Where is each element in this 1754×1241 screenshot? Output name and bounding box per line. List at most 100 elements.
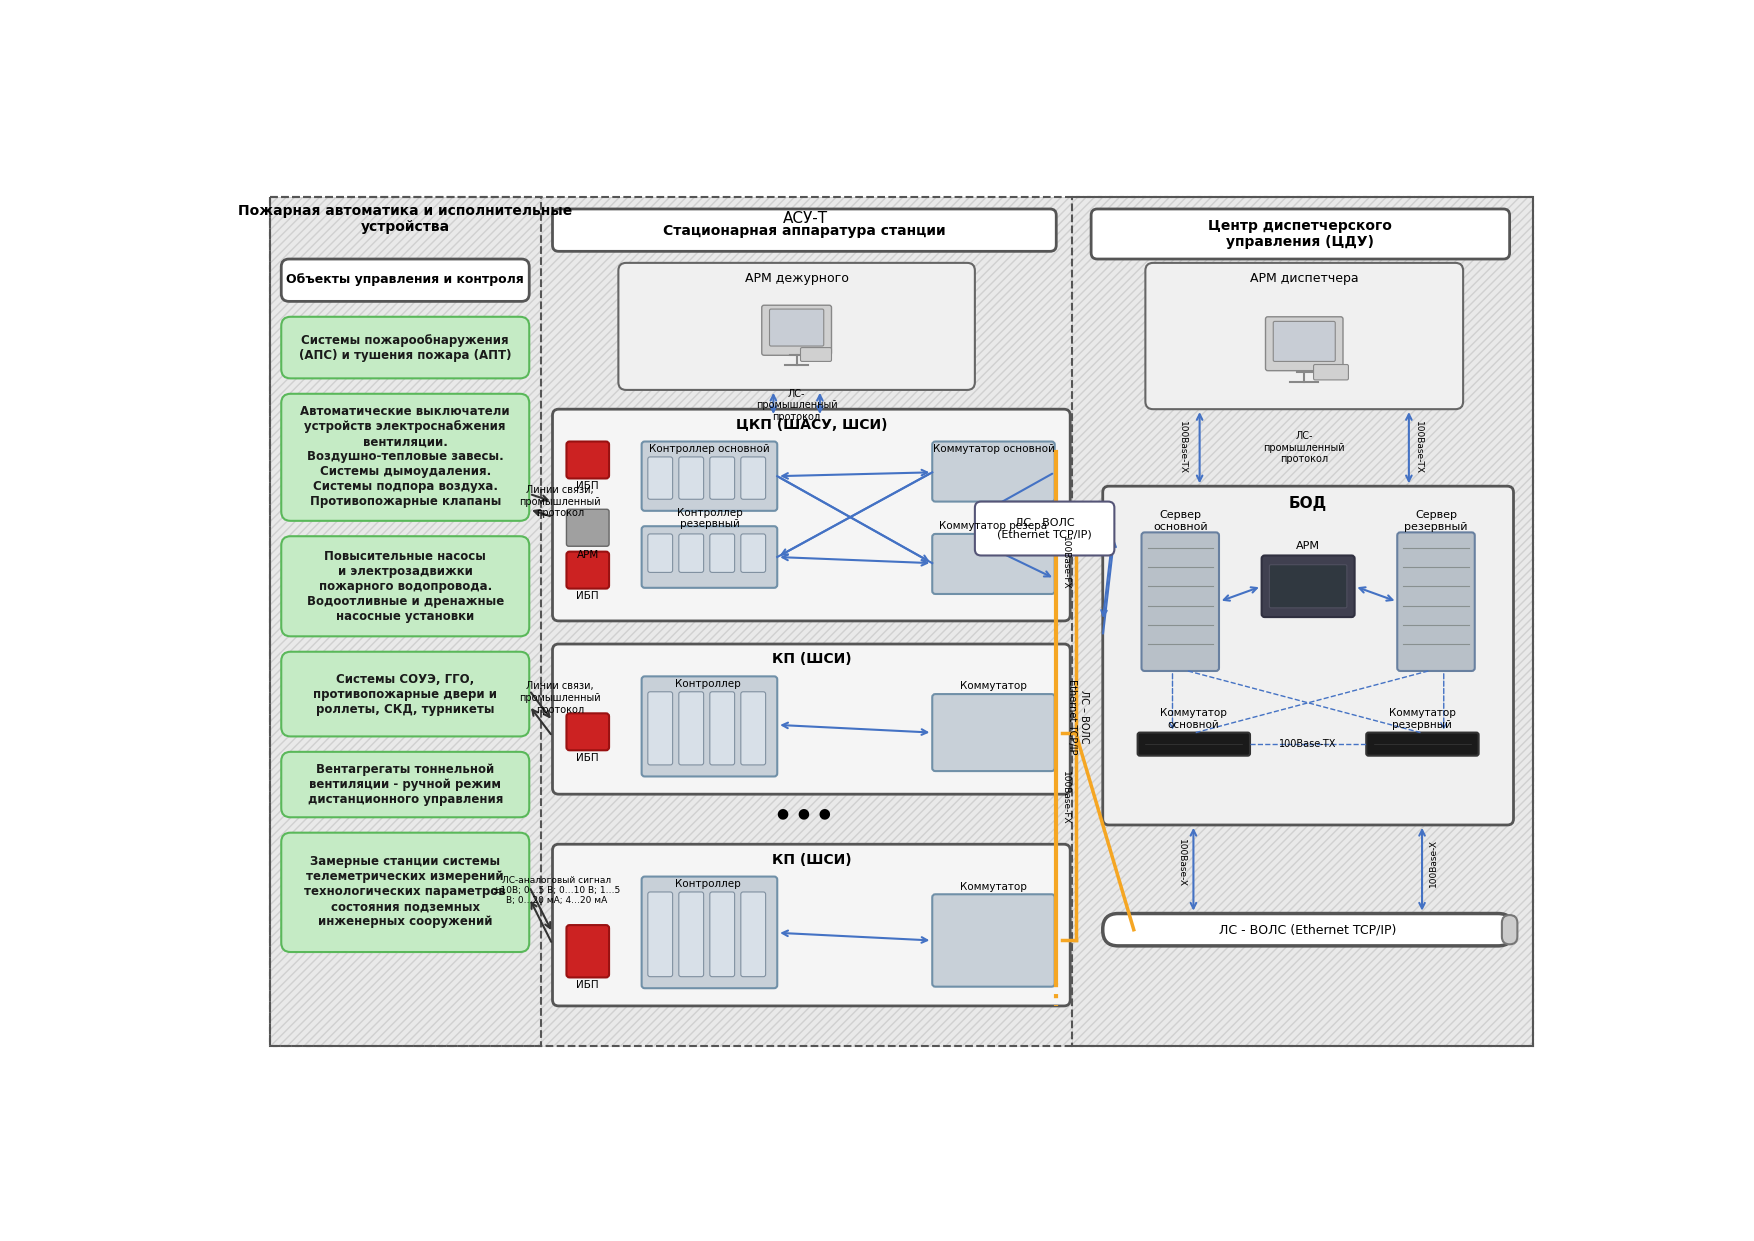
FancyBboxPatch shape: [740, 457, 766, 499]
FancyBboxPatch shape: [567, 509, 609, 546]
FancyBboxPatch shape: [567, 442, 609, 479]
FancyBboxPatch shape: [647, 892, 672, 977]
FancyBboxPatch shape: [679, 534, 703, 572]
Bar: [270, 197, 540, 1046]
Text: КП (ШСИ): КП (ШСИ): [772, 853, 851, 866]
Text: ЛС - ВОЛС
(Ethernet TCP/IP): ЛС - ВОЛС (Ethernet TCP/IP): [998, 517, 1093, 540]
FancyBboxPatch shape: [740, 892, 766, 977]
FancyBboxPatch shape: [553, 410, 1070, 620]
Text: ЛС-аналоговый сигнал
±10В; 0…5 В; 0…10 В; 1…5
В; 0…20 мА; 4…20 мА: ЛС-аналоговый сигнал ±10В; 0…5 В; 0…10 В…: [493, 876, 619, 906]
FancyBboxPatch shape: [642, 442, 777, 511]
FancyBboxPatch shape: [1501, 915, 1517, 944]
Text: АРМ дежурного: АРМ дежурного: [745, 272, 849, 284]
FancyBboxPatch shape: [281, 652, 530, 736]
Text: Линии связи,
промышленный
протокол: Линии связи, промышленный протокол: [519, 485, 602, 519]
Text: 100Base-FX: 100Base-FX: [1061, 536, 1070, 589]
FancyBboxPatch shape: [281, 833, 530, 952]
FancyBboxPatch shape: [553, 644, 1070, 794]
Text: 100Base-X: 100Base-X: [1430, 839, 1438, 887]
FancyBboxPatch shape: [281, 393, 530, 521]
FancyBboxPatch shape: [679, 892, 703, 977]
FancyBboxPatch shape: [1103, 486, 1514, 825]
Text: АРМ: АРМ: [577, 551, 600, 561]
Text: Сервер
резервный: Сервер резервный: [1405, 510, 1468, 531]
Text: Вентагрегаты тоннельной
вентиляции - ручной режим
дистанционного управления: Вентагрегаты тоннельной вентиляции - руч…: [307, 763, 503, 805]
FancyBboxPatch shape: [281, 259, 530, 302]
FancyBboxPatch shape: [1366, 732, 1479, 756]
FancyBboxPatch shape: [281, 536, 530, 637]
Text: Сервер
основной: Сервер основной: [1152, 510, 1207, 531]
FancyBboxPatch shape: [770, 309, 824, 346]
Text: Коммутатор
основной: Коммутатор основной: [1159, 707, 1226, 730]
FancyBboxPatch shape: [800, 347, 831, 361]
Text: Коммутатор: Коммутатор: [959, 881, 1026, 891]
Text: Контроллер основной: Контроллер основной: [649, 444, 770, 454]
Text: АСУ-Т: АСУ-Т: [784, 211, 828, 227]
Text: Линии связи,
промышленный
протокол: Линии связи, промышленный протокол: [519, 681, 602, 715]
Text: Коммутатор резера: Коммутатор резера: [940, 521, 1047, 531]
Text: ЛС - ВОЛС (Ethernet TCP/IP): ЛС - ВОЛС (Ethernet TCP/IP): [1219, 923, 1396, 936]
FancyBboxPatch shape: [647, 457, 672, 499]
Bar: [1072, 197, 1533, 1046]
FancyBboxPatch shape: [619, 263, 975, 390]
Text: ЛС-
промышленный
протокол: ЛС- промышленный протокол: [756, 388, 837, 422]
FancyBboxPatch shape: [931, 442, 1054, 501]
Text: Системы СОУЭ, ГГО,
противопожарные двери и
роллеты, СКД, турникеты: Системы СОУЭ, ГГО, противопожарные двери…: [314, 673, 496, 716]
Text: 100Base-TX: 100Base-TX: [1279, 740, 1337, 750]
Text: ИБП: ИБП: [575, 753, 598, 763]
Text: Замерные станции системы
телеметрических измерений
технологических параметров
со: Замерные станции системы телеметрических…: [305, 855, 507, 928]
Text: ЛС-
промышленный
протокол: ЛС- промышленный протокол: [1263, 431, 1345, 464]
Bar: [270, 197, 540, 1046]
Text: Контроллер
резервный: Контроллер резервный: [677, 508, 742, 530]
FancyBboxPatch shape: [642, 676, 777, 777]
FancyBboxPatch shape: [642, 526, 777, 588]
FancyBboxPatch shape: [642, 876, 777, 988]
Text: 100Base-X: 100Base-X: [1177, 839, 1186, 887]
FancyBboxPatch shape: [931, 895, 1054, 987]
FancyBboxPatch shape: [553, 208, 1056, 252]
FancyBboxPatch shape: [1265, 316, 1344, 371]
FancyBboxPatch shape: [679, 457, 703, 499]
Bar: [270, 197, 1533, 1046]
Text: 100Base-TX: 100Base-TX: [1414, 421, 1422, 474]
FancyBboxPatch shape: [710, 534, 735, 572]
FancyBboxPatch shape: [710, 892, 735, 977]
Text: ИБП: ИБП: [575, 591, 598, 602]
Text: Автоматические выключатели
устройств электроснабжения
вентиляции.
Воздушно-тепло: Автоматические выключатели устройств эле…: [300, 406, 510, 509]
FancyBboxPatch shape: [740, 534, 766, 572]
FancyBboxPatch shape: [931, 534, 1054, 594]
Text: Коммутатор
резервный: Коммутатор резервный: [1389, 707, 1456, 730]
Text: Контроллер: Контроллер: [675, 880, 740, 890]
FancyBboxPatch shape: [931, 694, 1054, 771]
Bar: [540, 197, 1072, 1046]
FancyBboxPatch shape: [1145, 263, 1463, 410]
FancyBboxPatch shape: [710, 691, 735, 764]
FancyBboxPatch shape: [1261, 556, 1354, 617]
Text: Повысительные насосы
и электрозадвижки
пожарного водопровода.
Водоотливные и дре: Повысительные насосы и электрозадвижки п…: [307, 550, 503, 623]
FancyBboxPatch shape: [567, 925, 609, 978]
FancyBboxPatch shape: [1103, 913, 1514, 946]
FancyBboxPatch shape: [281, 316, 530, 379]
Text: ЛС – ВОЛС
Ethernet TCP/IP: ЛС – ВОЛС Ethernet TCP/IP: [1066, 679, 1089, 755]
FancyBboxPatch shape: [567, 714, 609, 751]
Text: Центр диспетчерского
управления (ЦДУ): Центр диспетчерского управления (ЦДУ): [1209, 218, 1393, 248]
FancyBboxPatch shape: [567, 552, 609, 588]
Text: АРМ: АРМ: [1296, 541, 1321, 551]
FancyBboxPatch shape: [1270, 565, 1347, 608]
Text: Коммутатор: Коммутатор: [959, 681, 1026, 691]
Text: ИБП: ИБП: [575, 980, 598, 990]
Text: Контроллер: Контроллер: [675, 679, 740, 689]
FancyBboxPatch shape: [1273, 321, 1335, 361]
Text: КП (ШСИ): КП (ШСИ): [772, 653, 851, 666]
FancyBboxPatch shape: [710, 457, 735, 499]
Text: Объекты управления и контроля: Объекты управления и контроля: [286, 273, 524, 287]
Text: Пожарная автоматика и исполнительные
устройства: Пожарная автоматика и исполнительные уст…: [239, 204, 572, 235]
FancyBboxPatch shape: [975, 501, 1114, 556]
Bar: [270, 197, 540, 1046]
Text: Системы пожарообнаружения
(АПС) и тушения пожара (АПТ): Системы пожарообнаружения (АПС) и тушени…: [298, 334, 512, 361]
Text: ЦКП (ШАСУ, ШСИ): ЦКП (ШАСУ, ШСИ): [735, 417, 888, 432]
FancyBboxPatch shape: [761, 305, 831, 355]
Text: Коммутатор основной: Коммутатор основной: [933, 444, 1054, 454]
Bar: [540, 197, 1072, 1046]
FancyBboxPatch shape: [647, 691, 672, 764]
